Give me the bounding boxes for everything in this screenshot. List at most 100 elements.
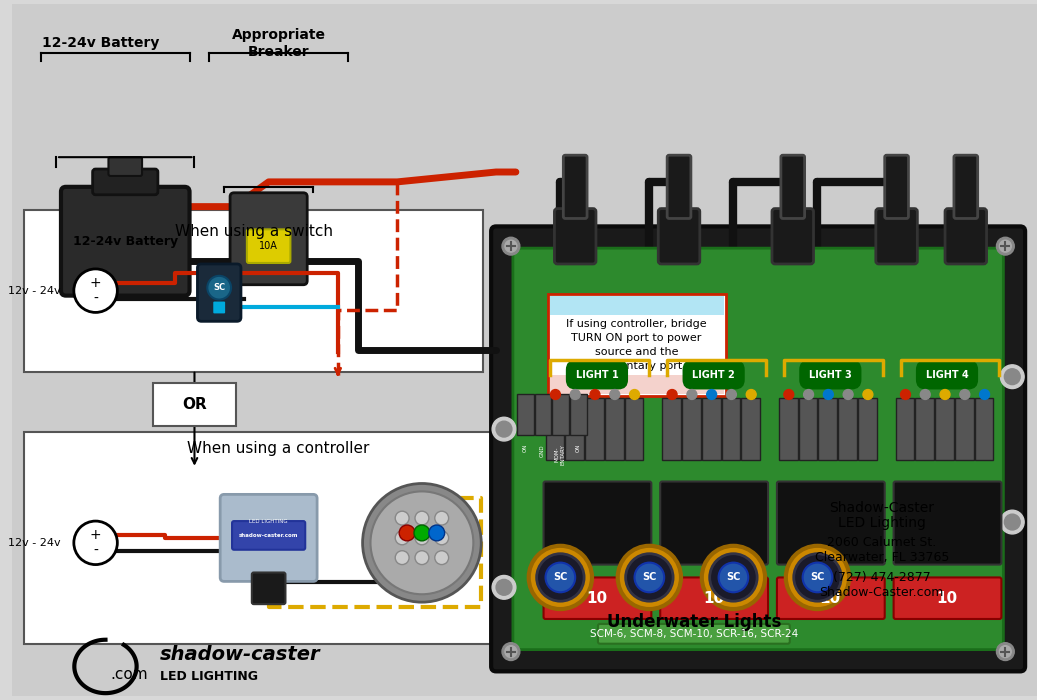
FancyBboxPatch shape xyxy=(565,398,584,460)
FancyBboxPatch shape xyxy=(549,293,726,396)
Circle shape xyxy=(207,276,231,300)
FancyBboxPatch shape xyxy=(955,398,974,460)
FancyBboxPatch shape xyxy=(252,573,285,604)
Circle shape xyxy=(415,511,429,525)
Circle shape xyxy=(625,554,673,601)
Text: Clearwater, FL 33765: Clearwater, FL 33765 xyxy=(814,551,949,564)
Text: SC: SC xyxy=(214,284,225,292)
Circle shape xyxy=(786,546,849,609)
FancyBboxPatch shape xyxy=(152,383,236,426)
Circle shape xyxy=(618,546,681,609)
Text: 10A: 10A xyxy=(259,241,278,251)
FancyBboxPatch shape xyxy=(624,398,643,460)
Circle shape xyxy=(709,554,757,601)
Text: ON: ON xyxy=(523,444,527,452)
Text: Shadow-Caster: Shadow-Caster xyxy=(830,501,934,515)
Text: Shadow-Caster.com: Shadow-Caster.com xyxy=(819,586,944,598)
FancyBboxPatch shape xyxy=(551,374,724,395)
Circle shape xyxy=(702,546,765,609)
Text: LIGHT 3: LIGHT 3 xyxy=(809,370,851,379)
Text: 10: 10 xyxy=(820,591,841,606)
Circle shape xyxy=(997,237,1014,255)
Circle shape xyxy=(1001,510,1025,534)
Circle shape xyxy=(1000,240,1011,252)
Circle shape xyxy=(747,390,756,400)
FancyBboxPatch shape xyxy=(781,155,805,218)
Circle shape xyxy=(74,269,117,312)
Circle shape xyxy=(505,240,516,252)
Circle shape xyxy=(502,237,520,255)
Text: GND: GND xyxy=(540,444,545,456)
Circle shape xyxy=(435,511,449,525)
FancyBboxPatch shape xyxy=(682,398,701,460)
Circle shape xyxy=(415,531,429,545)
FancyBboxPatch shape xyxy=(535,393,552,435)
Circle shape xyxy=(793,554,841,601)
FancyBboxPatch shape xyxy=(543,482,651,565)
Circle shape xyxy=(1000,645,1011,657)
Text: 12v - 24v: 12v - 24v xyxy=(8,286,61,295)
Circle shape xyxy=(502,643,520,661)
Text: +: + xyxy=(90,528,102,542)
Text: 10: 10 xyxy=(936,591,957,606)
Circle shape xyxy=(551,390,560,400)
Text: LED LIGHTING: LED LIGHTING xyxy=(160,670,258,682)
Circle shape xyxy=(545,563,576,592)
FancyBboxPatch shape xyxy=(109,158,142,176)
Text: shadow-caster.com: shadow-caster.com xyxy=(239,533,299,538)
Circle shape xyxy=(74,521,117,565)
Text: OR: OR xyxy=(183,397,206,412)
FancyBboxPatch shape xyxy=(838,398,857,460)
Text: Underwater Lights: Underwater Lights xyxy=(607,613,781,631)
FancyBboxPatch shape xyxy=(551,295,724,316)
Text: LED LIGHTING: LED LIGHTING xyxy=(249,519,288,524)
Text: 12-24v Battery: 12-24v Battery xyxy=(41,36,160,50)
Text: SC: SC xyxy=(726,573,740,582)
Text: MOM-
ENTARY: MOM- ENTARY xyxy=(555,444,566,465)
Text: shadow-caster: shadow-caster xyxy=(160,645,320,664)
Circle shape xyxy=(493,575,515,599)
Circle shape xyxy=(635,563,664,592)
Text: .com: .com xyxy=(110,667,148,682)
Circle shape xyxy=(399,525,415,541)
Text: 12v - 24v: 12v - 24v xyxy=(8,538,61,548)
Text: Appropriate
Breaker: Appropriate Breaker xyxy=(231,28,326,59)
FancyBboxPatch shape xyxy=(858,398,877,460)
FancyBboxPatch shape xyxy=(916,398,934,460)
FancyBboxPatch shape xyxy=(894,578,1002,619)
Text: +: + xyxy=(90,276,102,290)
Text: -: - xyxy=(93,292,99,306)
FancyBboxPatch shape xyxy=(555,209,596,264)
Circle shape xyxy=(667,390,677,400)
Text: 10: 10 xyxy=(586,591,608,606)
FancyBboxPatch shape xyxy=(197,264,241,321)
Circle shape xyxy=(980,390,989,400)
FancyBboxPatch shape xyxy=(563,155,587,218)
Circle shape xyxy=(536,554,584,601)
FancyBboxPatch shape xyxy=(779,398,797,460)
Circle shape xyxy=(1005,369,1020,384)
FancyBboxPatch shape xyxy=(741,398,760,460)
FancyBboxPatch shape xyxy=(230,193,307,285)
FancyBboxPatch shape xyxy=(513,248,1004,650)
Circle shape xyxy=(727,390,736,400)
Text: When using a switch: When using a switch xyxy=(175,224,333,239)
Circle shape xyxy=(784,390,793,400)
Text: ON: ON xyxy=(576,444,581,452)
FancyBboxPatch shape xyxy=(220,494,317,582)
Circle shape xyxy=(395,551,409,565)
Circle shape xyxy=(719,563,749,592)
Text: (727) 474-2877: (727) 474-2877 xyxy=(833,571,930,584)
Text: LIGHT 2: LIGHT 2 xyxy=(693,370,735,379)
FancyBboxPatch shape xyxy=(658,209,700,264)
Text: LED Lighting: LED Lighting xyxy=(838,516,926,530)
FancyBboxPatch shape xyxy=(545,398,564,460)
Circle shape xyxy=(395,511,409,525)
FancyBboxPatch shape xyxy=(61,187,190,295)
Circle shape xyxy=(804,390,813,400)
Circle shape xyxy=(414,525,429,541)
Circle shape xyxy=(496,421,512,437)
Circle shape xyxy=(920,390,930,400)
FancyBboxPatch shape xyxy=(663,398,681,460)
Text: SCM-6, SCM-8, SCM-10, SCR-16, SCR-24: SCM-6, SCM-8, SCM-10, SCR-16, SCR-24 xyxy=(590,629,798,639)
